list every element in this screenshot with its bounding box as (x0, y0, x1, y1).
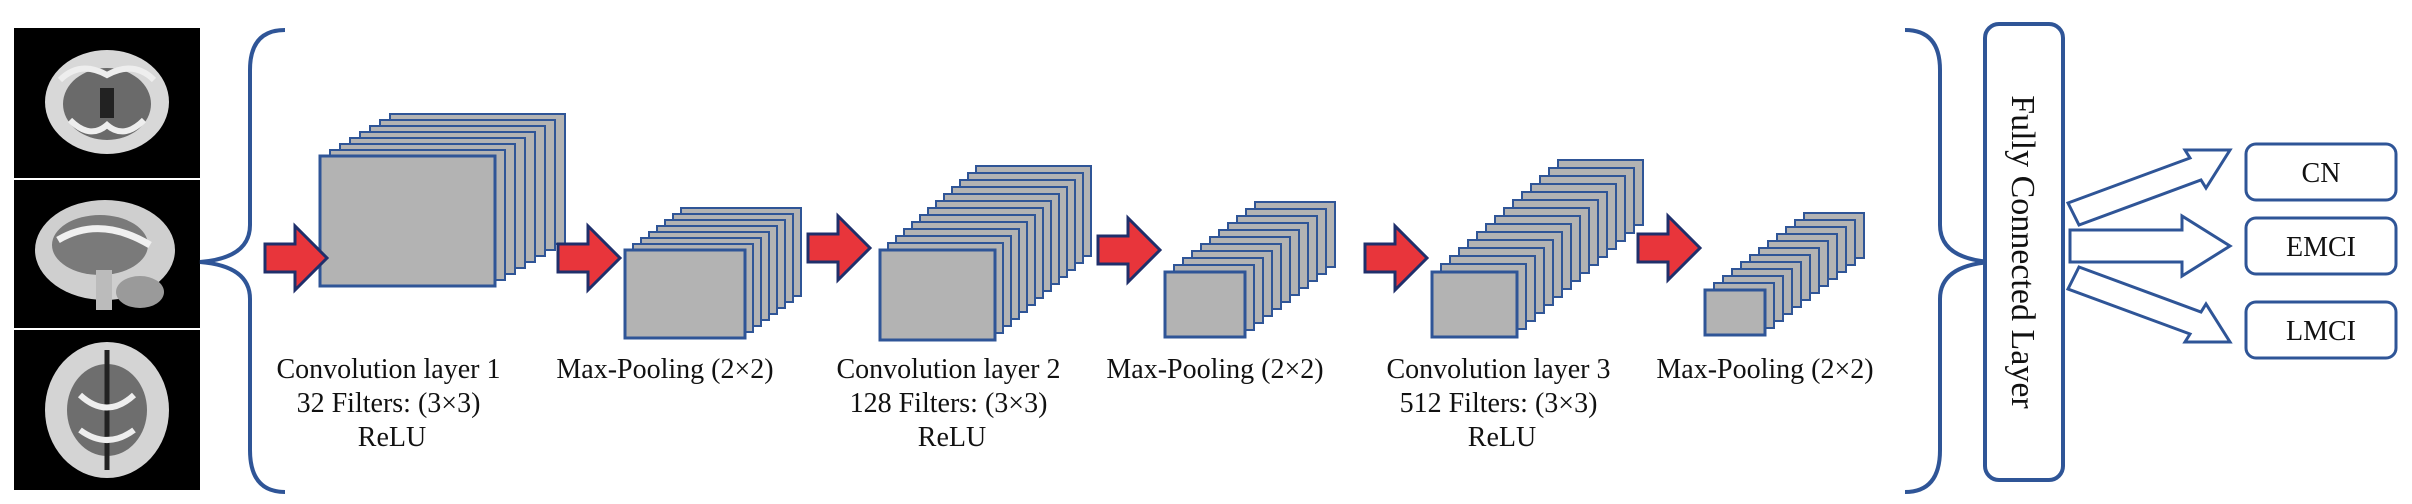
conv2-label: Convolution layer 2 128 Filters: (3×3) R… (837, 354, 1068, 453)
brain-sagittal-image (14, 180, 200, 328)
arrow-to-pool3 (1636, 212, 1703, 284)
red-arrow-shape (1636, 212, 1703, 284)
left-brace (199, 28, 286, 494)
feature-map (318, 154, 497, 288)
pool2-label: Max-Pooling (2×2) (1106, 354, 1323, 385)
output-cn-box: CN (2244, 142, 2398, 202)
arrow-to-conv3 (1363, 222, 1430, 294)
red-arrow-shape (1363, 222, 1430, 294)
red-arrow-shape (556, 222, 623, 294)
red-arrow-shape (1096, 214, 1163, 286)
arrow-to-pool1 (556, 222, 623, 294)
input-mri-images (14, 28, 200, 490)
arrow-to-pool2 (1096, 214, 1163, 286)
feature-map-stack-pool2 (1163, 201, 1336, 339)
output-lmci-box: LMCI (2244, 300, 2398, 360)
feature-map-stack-pool3 (1703, 212, 1865, 337)
pool3-label: Max-Pooling (2×2) (1656, 354, 1873, 385)
conv3-label: Convolution layer 3 512 Filters: (3×3) R… (1387, 354, 1618, 453)
output-lmci-label: LMCI (2286, 316, 2356, 347)
arrow-to-lmci (2065, 265, 2233, 344)
brain-coronal-image (14, 28, 200, 178)
feature-map-stack-conv2 (878, 165, 1092, 342)
feature-map (1703, 288, 1767, 337)
output-emci-box: EMCI (2244, 216, 2398, 276)
feature-map-stack-conv3 (1430, 159, 1644, 339)
output-arrows (2065, 148, 2233, 344)
arrow-to-cn (2065, 148, 2233, 227)
brain-axial-image (14, 330, 200, 490)
feature-map-stack-pool1 (623, 207, 802, 340)
feature-map (878, 248, 997, 342)
red-arrow-shape (806, 212, 873, 284)
arrow-to-conv2 (806, 212, 873, 284)
arrow-to-emci (2068, 213, 2233, 279)
feature-map (1163, 270, 1247, 339)
red-arrow-shape (263, 222, 330, 294)
conv1-label: Convolution layer 1 32 Filters: (3×3) Re… (277, 354, 508, 453)
feature-map-stack-conv1 (318, 113, 566, 288)
output-emci-label: EMCI (2286, 232, 2356, 263)
feature-map (1430, 270, 1519, 339)
fully-connected-label: Fully Connected Layer (2004, 95, 2041, 409)
fully-connected-box (1983, 22, 2065, 482)
pool1-label: Max-Pooling (2×2) (556, 354, 773, 385)
arrow-to-conv1 (263, 222, 330, 294)
feature-map (623, 248, 747, 340)
output-cn-label: CN (2302, 158, 2341, 189)
right-brace (1904, 28, 1991, 494)
